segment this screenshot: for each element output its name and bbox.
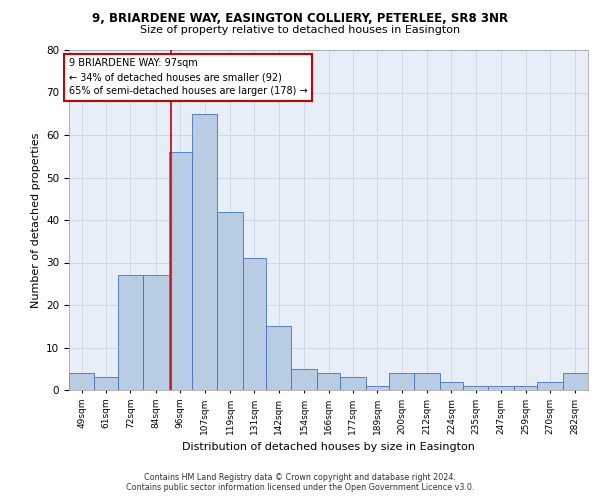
Bar bbox=[340, 377, 365, 390]
Bar bbox=[414, 373, 440, 390]
Bar bbox=[365, 386, 389, 390]
Bar bbox=[389, 373, 414, 390]
Bar bbox=[118, 275, 143, 390]
Bar bbox=[537, 382, 563, 390]
Bar bbox=[69, 373, 94, 390]
Bar bbox=[463, 386, 488, 390]
Bar bbox=[317, 373, 340, 390]
Bar bbox=[488, 386, 514, 390]
Bar bbox=[292, 369, 317, 390]
Bar bbox=[266, 326, 292, 390]
Bar bbox=[514, 386, 537, 390]
Bar bbox=[192, 114, 217, 390]
Text: Contains HM Land Registry data © Crown copyright and database right 2024.
Contai: Contains HM Land Registry data © Crown c… bbox=[126, 473, 474, 492]
Bar bbox=[217, 212, 243, 390]
Text: 9, BRIARDENE WAY, EASINGTON COLLIERY, PETERLEE, SR8 3NR: 9, BRIARDENE WAY, EASINGTON COLLIERY, PE… bbox=[92, 12, 508, 26]
Text: Size of property relative to detached houses in Easington: Size of property relative to detached ho… bbox=[140, 25, 460, 35]
X-axis label: Distribution of detached houses by size in Easington: Distribution of detached houses by size … bbox=[182, 442, 475, 452]
Bar bbox=[94, 377, 118, 390]
Text: 9 BRIARDENE WAY: 97sqm
← 34% of detached houses are smaller (92)
65% of semi-det: 9 BRIARDENE WAY: 97sqm ← 34% of detached… bbox=[69, 58, 308, 96]
Bar bbox=[169, 152, 192, 390]
Bar bbox=[440, 382, 463, 390]
Y-axis label: Number of detached properties: Number of detached properties bbox=[31, 132, 41, 308]
Bar bbox=[243, 258, 266, 390]
Bar bbox=[143, 275, 169, 390]
Bar bbox=[563, 373, 588, 390]
